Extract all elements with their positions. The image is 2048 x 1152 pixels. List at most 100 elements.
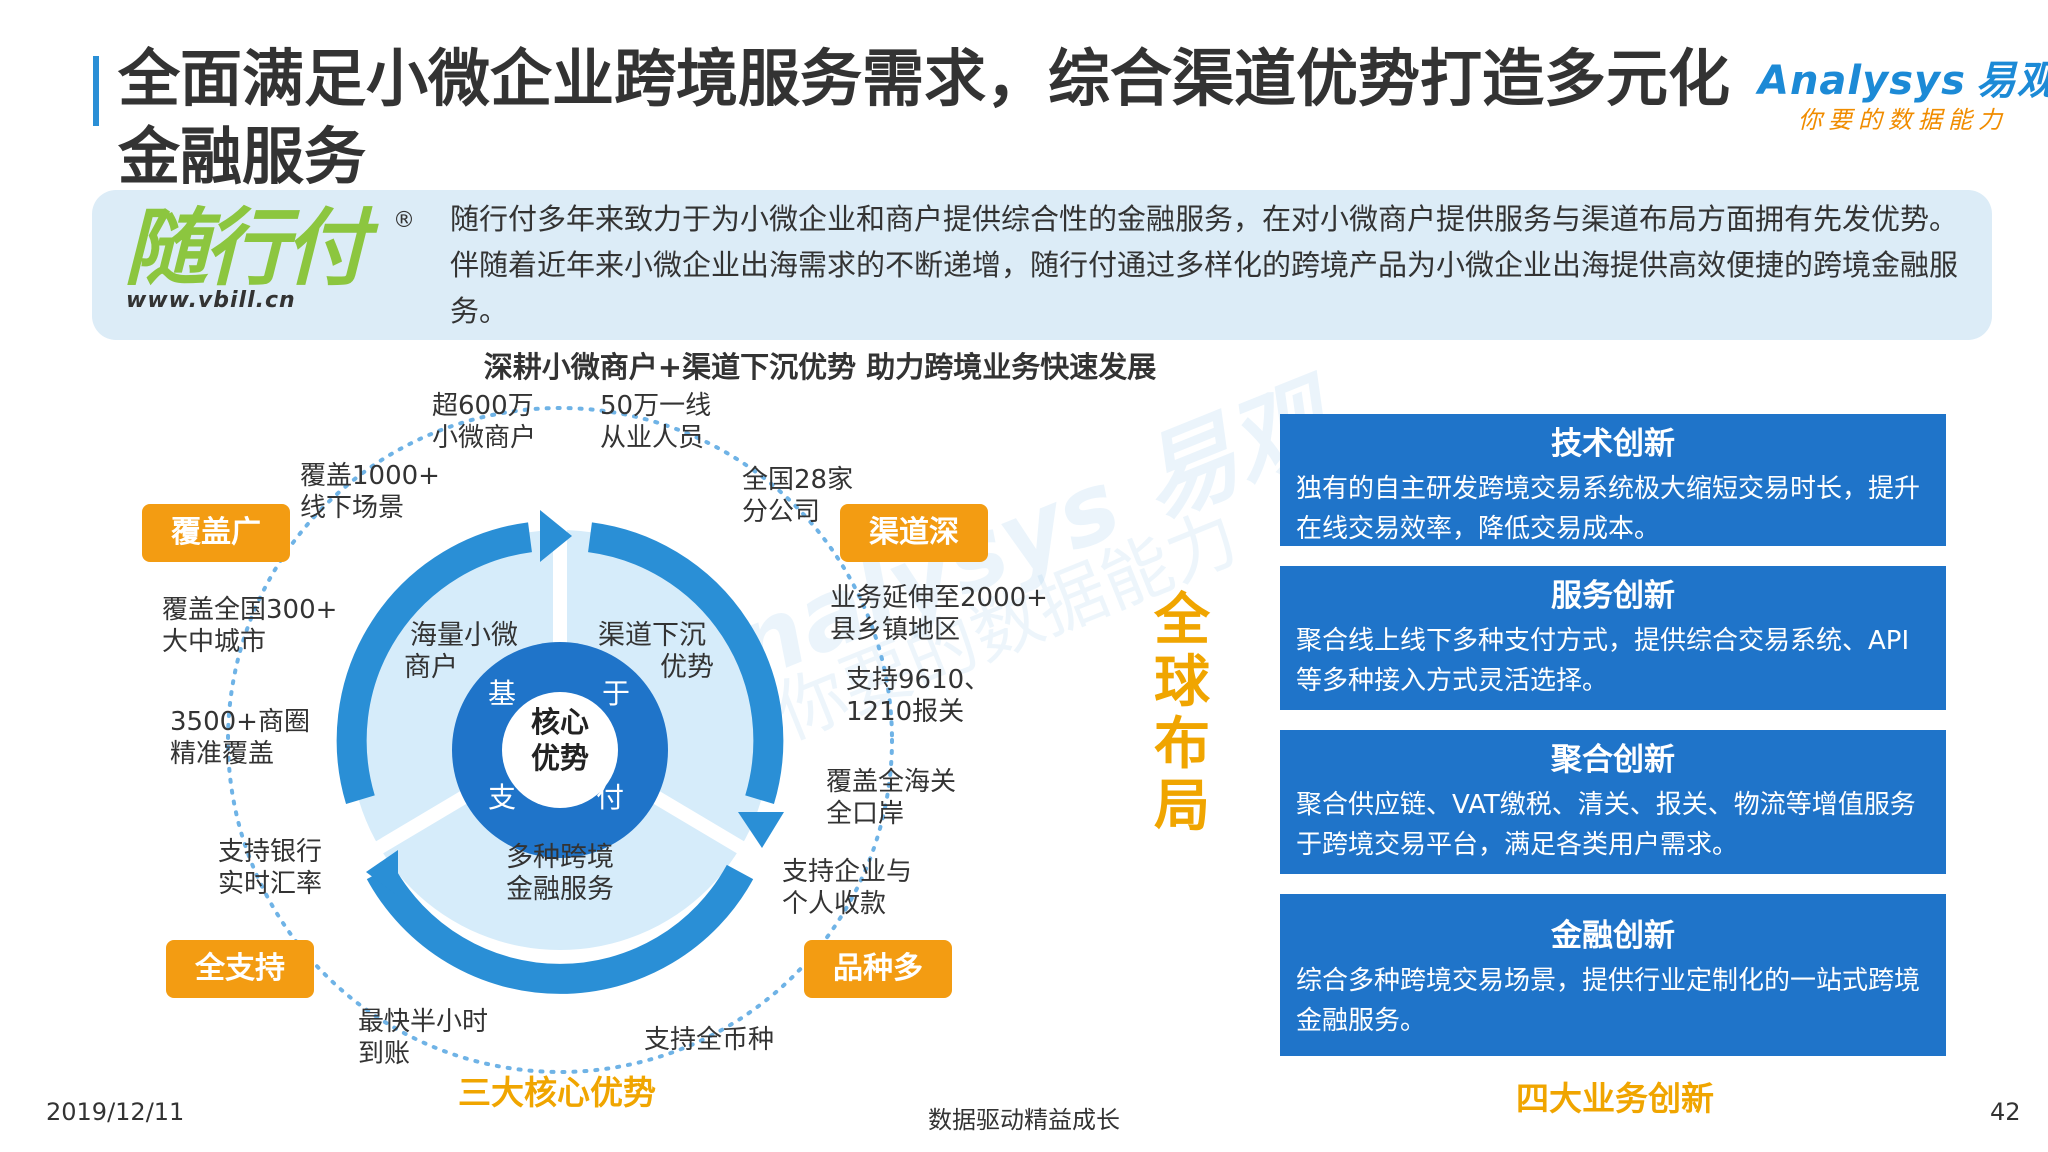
brand-url: www.vbill.cn bbox=[126, 288, 296, 313]
footer-slogan: 数据驱动精益成长 bbox=[928, 1106, 1120, 1134]
segment-channel-line2: 优势 bbox=[660, 652, 714, 683]
label-counties-l2: 县乡镇地区 bbox=[830, 615, 961, 645]
panel-finance-title: 金融创新 bbox=[1551, 918, 1675, 954]
arc-right bbox=[587, 522, 784, 805]
label-collection: 支持企业与 个人收款 bbox=[782, 856, 912, 920]
panel-aggregation-body: 聚合供应链、VAT缴税、清关、报关、物流等增值服务于跨境交易平台，满足各类用户需… bbox=[1296, 790, 1916, 860]
label-business-districts: 3500+商圈 精准覆盖 bbox=[170, 706, 310, 770]
tag-variety: 品种多 bbox=[804, 940, 952, 998]
caption-core-advantages: 三大核心优势 bbox=[458, 1073, 656, 1112]
label-ports-l2: 全口岸 bbox=[826, 799, 905, 829]
panel-tech-body: 独有的自主研发跨境交易系统极大缩短交易时长，提升在线交易效率，降低交易成本。 bbox=[1296, 474, 1921, 544]
caption-four-innovations: 四大业务创新 bbox=[1516, 1079, 1714, 1118]
global-char-2: 球 bbox=[1154, 650, 1210, 715]
global-char-3: 布 bbox=[1154, 712, 1210, 777]
label-exchange-rate-l1: 支持银行 bbox=[218, 837, 323, 867]
label-branches: 全国28家 分公司 bbox=[742, 464, 853, 528]
global-char-4: 局 bbox=[1154, 774, 1210, 839]
vbill-logo: 随行付 bbox=[124, 199, 368, 297]
label-staff-l1: 50万一线 bbox=[600, 391, 712, 421]
label-customs-codes-l1: 支持9610、 bbox=[846, 665, 991, 695]
label-exchange-rate: 支持银行 实时汇率 bbox=[218, 836, 322, 900]
center-core bbox=[502, 692, 618, 808]
outer-dotted-circle bbox=[226, 406, 894, 1074]
arc-left bbox=[336, 522, 533, 805]
label-branches-l1: 全国28家 bbox=[742, 465, 854, 495]
label-cities-l1: 覆盖全国300+ bbox=[162, 595, 338, 625]
registered-mark: ® bbox=[393, 208, 415, 233]
label-ports-l1: 覆盖全海关 bbox=[826, 767, 957, 797]
segment-merchants: 海量小微 商户 bbox=[404, 620, 524, 684]
label-cities-l2: 大中城市 bbox=[162, 627, 267, 657]
label-arrival-l1: 最快半小时 bbox=[358, 1007, 489, 1037]
intro-text: 随行付多年来致力于为小微企业和商户提供综合性的金融服务，在对小微商户提供服务与渠… bbox=[450, 202, 1959, 328]
panel-tech-innovation: 技术创新 独有的自主研发跨境交易系统极大缩短交易时长，提升在线交易效率，降低交易… bbox=[1280, 414, 1946, 546]
page-title: 全面满足小微企业跨境服务需求，综合渠道优势打造多元化金融服务 bbox=[118, 42, 1731, 193]
label-arrival: 最快半小时 到账 bbox=[358, 1006, 488, 1070]
page-number: 42 bbox=[1990, 1098, 2021, 1126]
ring-arrows bbox=[336, 522, 784, 994]
label-scenes: 覆盖1000+ 线下场景 bbox=[300, 460, 440, 524]
label-merchants: 超600万 小微商户 bbox=[432, 390, 536, 454]
tag-channel: 渠道深 bbox=[840, 504, 988, 562]
label-counties: 业务延伸至2000+ 县乡镇地区 bbox=[830, 582, 1048, 646]
segment-finance: 多种跨境 金融服务 bbox=[490, 842, 630, 906]
center-line-1: 核心 bbox=[530, 705, 589, 739]
global-layout-vertical: 全 球 布 局 bbox=[1152, 590, 1212, 838]
segment-merchants-line2: 商户 bbox=[404, 652, 458, 683]
segment-channel: 渠道下沉 优势 bbox=[590, 620, 714, 684]
label-collection-l1: 支持企业与 bbox=[782, 857, 913, 887]
label-arrival-l2: 到账 bbox=[358, 1039, 411, 1069]
label-business-districts-l2: 精准覆盖 bbox=[170, 739, 275, 769]
title-accent-bar bbox=[93, 56, 99, 126]
panel-aggregation-innovation: 聚合创新 聚合供应链、VAT缴税、清关、报关、物流等增值服务于跨境交易平台，满足… bbox=[1280, 730, 1946, 874]
arc-bottom bbox=[366, 864, 754, 994]
intro-box bbox=[92, 190, 1992, 340]
label-scenes-l2: 线下场景 bbox=[300, 493, 405, 523]
panel-aggregation-title: 聚合创新 bbox=[1551, 742, 1675, 778]
label-customs-codes-l2: 1210报关 bbox=[846, 697, 965, 727]
label-counties-l1: 业务延伸至2000+ bbox=[830, 583, 1048, 613]
label-collection-l2: 个人收款 bbox=[782, 889, 887, 919]
panel-service-title: 服务创新 bbox=[1551, 578, 1675, 614]
segment-finance-line2: 金融服务 bbox=[506, 874, 614, 905]
center-line-2: 优势 bbox=[530, 741, 589, 775]
ring-char-zhi: 支 bbox=[488, 781, 517, 814]
label-staff-l2: 从业人员 bbox=[600, 423, 705, 453]
ring-char-fu: 付 bbox=[596, 781, 625, 814]
arrowhead-right bbox=[738, 812, 784, 848]
logo-en-text: Analysys bbox=[1758, 58, 1966, 104]
global-char-1: 全 bbox=[1154, 588, 1210, 653]
logo-cn-text: 易观 bbox=[1975, 58, 2048, 104]
label-staff: 50万一线 从业人员 bbox=[600, 390, 711, 454]
logo-tagline: 你要的数据能力 bbox=[1798, 106, 2008, 134]
arrowhead-left bbox=[366, 850, 398, 896]
footer-date: 2019/12/11 bbox=[46, 1098, 185, 1126]
ring-char-ji: 基 bbox=[488, 677, 517, 710]
tag-coverage: 覆盖广 bbox=[142, 504, 290, 562]
tag-support: 全支持 bbox=[166, 940, 314, 998]
label-merchants-l2: 小微商户 bbox=[432, 423, 537, 453]
label-business-districts-l1: 3500+商圈 bbox=[170, 707, 310, 737]
panel-tech-title: 技术创新 bbox=[1551, 426, 1675, 462]
label-currency: 支持全币种 bbox=[644, 1024, 774, 1056]
center-label: 核心 优势 bbox=[510, 704, 610, 776]
diagram-subtitle: 深耕小微商户+渠道下沉优势 助力跨境业务快速发展 bbox=[483, 350, 1157, 384]
arrowhead-top bbox=[540, 510, 572, 562]
ring-char-yu: 于 bbox=[602, 677, 631, 710]
segment-channel-line1: 渠道下沉 bbox=[598, 620, 706, 651]
segment-finance-line1: 多种跨境 bbox=[506, 842, 614, 873]
panel-finance-innovation: 金融创新 综合多种跨境交易场景，提供行业定制化的一站式跨境金融服务。 bbox=[1280, 894, 1946, 1056]
label-exchange-rate-l2: 实时汇率 bbox=[218, 869, 323, 899]
panel-service-body: 聚合线上线下多种支付方式，提供综合交易系统、API等多种接入方式灵活选择。 bbox=[1296, 626, 1910, 696]
label-branches-l2: 分公司 bbox=[742, 497, 821, 527]
label-ports: 覆盖全海关 全口岸 bbox=[826, 766, 956, 830]
segment-merchants-line1: 海量小微 bbox=[410, 620, 518, 651]
label-customs-codes: 支持9610、 1210报关 bbox=[846, 664, 990, 728]
label-currency-l1: 支持全币种 bbox=[644, 1025, 775, 1055]
panel-finance-body: 综合多种跨境交易场景，提供行业定制化的一站式跨境金融服务。 bbox=[1296, 966, 1921, 1036]
label-scenes-l1: 覆盖1000+ bbox=[300, 461, 440, 491]
panel-service-innovation: 服务创新 聚合线上线下多种支付方式，提供综合交易系统、API等多种接入方式灵活选… bbox=[1280, 566, 1946, 710]
